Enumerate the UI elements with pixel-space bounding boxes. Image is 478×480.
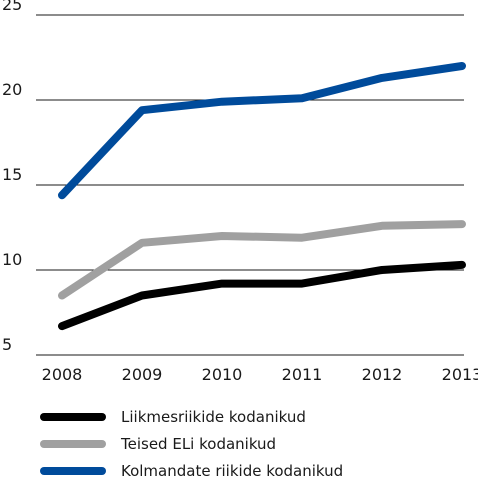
series-lines	[58, 62, 466, 331]
gridlines	[36, 14, 464, 356]
x-tick-label: 2012	[362, 365, 403, 384]
y-tick-label: 5	[2, 335, 12, 354]
legend: Liikmesriikide kodanikud Teised ELi kodan…	[40, 408, 343, 480]
y-axis-tick-labels: 5 10 15 20 25	[2, 0, 22, 354]
legend-label: Teised ELi kodanikud	[120, 435, 276, 453]
y-tick-label: 10	[2, 250, 22, 269]
legend-label: Liikmesriikide kodanikud	[121, 408, 306, 426]
legend-label: Kolmandate riikide kodanikud	[121, 462, 343, 480]
series-line-1	[58, 260, 466, 331]
y-tick-label: 20	[2, 80, 22, 99]
x-tick-label: 2008	[42, 365, 83, 384]
x-tick-label: 2010	[202, 365, 243, 384]
x-tick-label: 2009	[122, 365, 163, 384]
series-line-2	[58, 220, 466, 300]
y-tick-label: 15	[2, 165, 22, 184]
series-line-3	[58, 62, 466, 200]
x-tick-label: 2013	[442, 365, 478, 384]
x-axis-tick-labels: 2008 2009 2010 2011 2012 2013	[42, 365, 478, 384]
y-tick-label: 25	[2, 0, 22, 14]
x-tick-label: 2011	[282, 365, 323, 384]
